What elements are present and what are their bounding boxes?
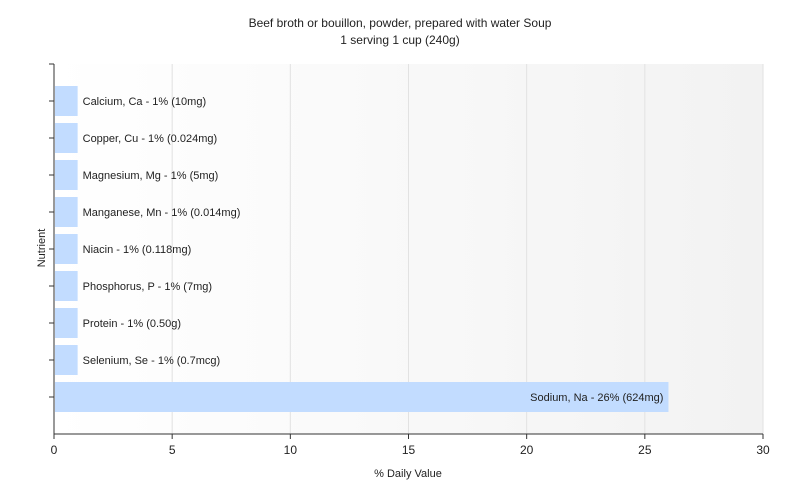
bar [55,160,78,190]
bar-label: Calcium, Ca - 1% (10mg) [83,96,206,108]
bar [55,123,78,153]
chart-subtitle: 1 serving 1 cup (240g) [340,33,459,47]
x-axis-label: % Daily Value [374,468,442,480]
bar-label: Niacin - 1% (0.118mg) [83,244,192,256]
grid-lines [171,64,764,434]
bars: Calcium, Ca - 1% (10mg) Copper, Cu - 1% (… [55,86,669,412]
bar-label: Phosphorus, P - 1% (7mg) [83,281,212,293]
chart-title: Beef broth or bouillon, powder, prepared… [249,16,552,30]
bar-label: Manganese, Mn - 1% (0.014mg) [83,207,241,219]
x-tick-label: 25 [638,443,652,457]
axes: 0 5 10 15 20 25 30 [49,63,770,457]
bar-label: Sodium, Na - 26% (624mg) [530,392,663,404]
bar-label: Selenium, Se - 1% (0.7mcg) [83,355,221,367]
x-tick-label: 20 [520,443,534,457]
bar-label: Protein - 1% (0.50g) [83,318,181,330]
bar [55,234,78,264]
bar [55,382,669,412]
bar [55,86,78,116]
x-tick-label: 30 [756,443,770,457]
y-axis-label: Nutrient [36,229,48,268]
bar [55,271,78,301]
x-tick-label: 10 [284,443,298,457]
bar [55,345,78,375]
bar-label: Magnesium, Mg - 1% (5mg) [83,170,219,182]
bar [55,308,78,338]
x-tick-label: 15 [402,443,416,457]
bar-label: Copper, Cu - 1% (0.024mg) [83,133,218,145]
bar [55,197,78,227]
x-tick-label: 0 [51,443,58,457]
x-tick-label: 5 [169,443,176,457]
